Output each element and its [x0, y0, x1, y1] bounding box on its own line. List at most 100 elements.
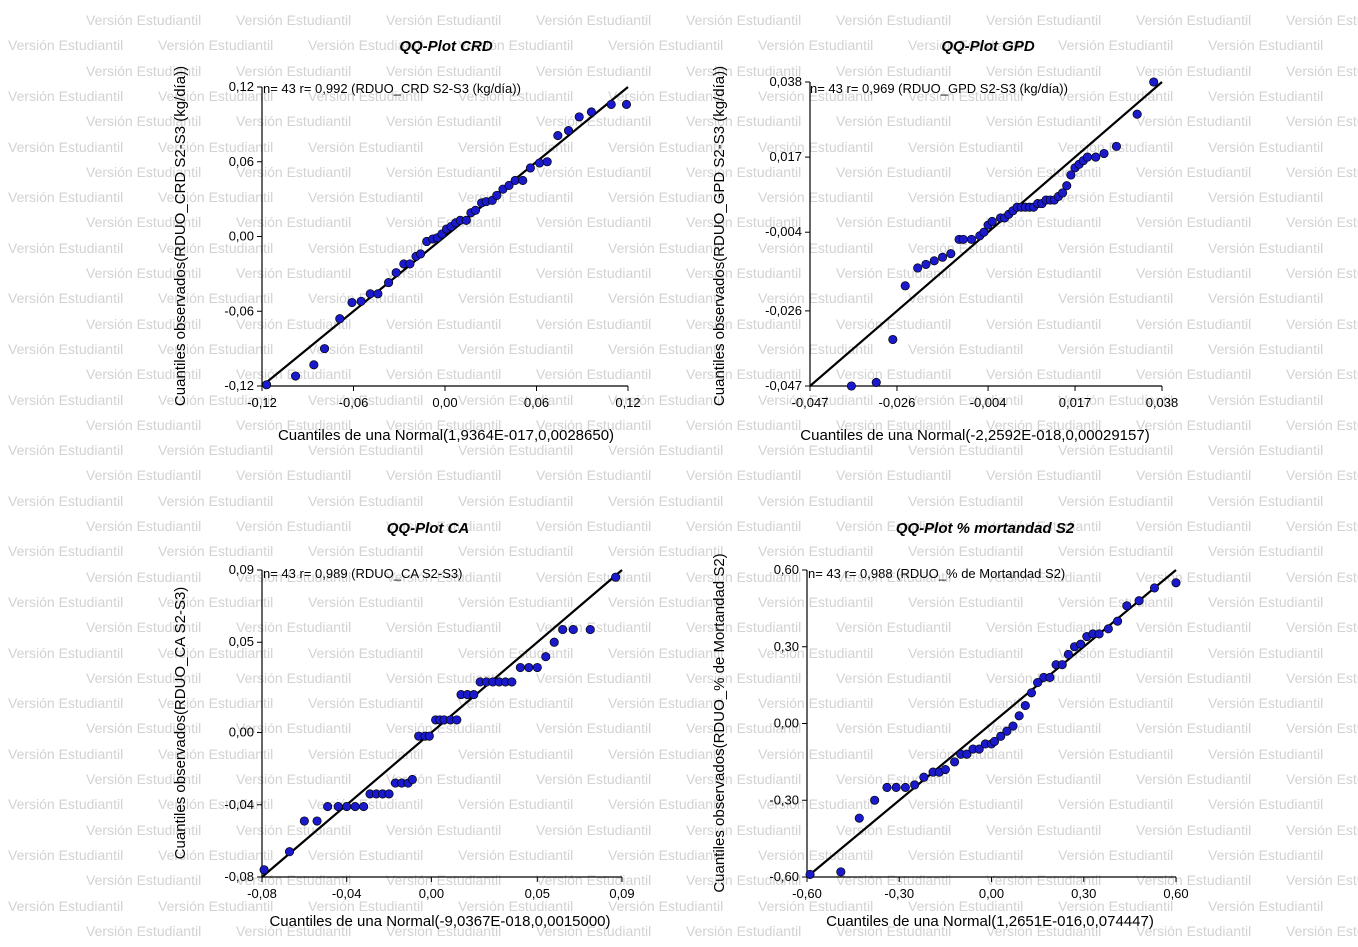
data-point — [504, 180, 514, 190]
data-point — [359, 802, 369, 812]
y-tick-label: 0,00 — [229, 725, 254, 740]
data-point — [966, 234, 977, 244]
chart-annotation: n= 43 r= 0,989 (RDUO_CA S2-S3) — [263, 566, 462, 581]
data-point — [940, 764, 950, 775]
data-point — [979, 227, 989, 237]
data-point — [621, 99, 632, 109]
data-point — [563, 126, 574, 136]
y-tick-label: -0,08 — [224, 869, 254, 884]
data-point — [1103, 624, 1113, 634]
y-tick-label: -0,30 — [769, 792, 799, 807]
data-point — [900, 281, 910, 291]
x-axis-label: Cuantiles de una Normal(-2,2592E-018,0,0… — [800, 427, 1149, 444]
data-point — [525, 163, 535, 173]
y-tick-label: 0,60 — [774, 562, 799, 577]
data-point — [299, 816, 309, 826]
x-tick-label: 0,60 — [1163, 886, 1188, 901]
data-point — [929, 256, 939, 266]
data-point — [1045, 672, 1055, 682]
plot-area: -0,12 -0,06 0,00 0,06 0,12 -0,12 -0,06 0,00 0,06… — [224, 79, 640, 410]
reference-line — [806, 569, 1177, 878]
plot-area: -0,047 -0,026 -0,004 0,017 0,038 -0,047 -0,026… — [765, 74, 1178, 410]
data-point — [962, 749, 972, 759]
data-point — [333, 802, 343, 812]
data-point — [870, 795, 880, 805]
x-tick-label: -0,30 — [884, 886, 914, 901]
data-point — [549, 637, 559, 647]
data-point — [452, 715, 462, 725]
y-tick-label: 0,09 — [229, 562, 254, 577]
y-tick-label: -0,047 — [765, 378, 802, 393]
x-tick-label: -0,60 — [792, 886, 822, 901]
qq-plot-ca: QQ-Plot CA n= 43 r= 0,989 (RDUO_CA S2-S3… — [172, 520, 635, 930]
data-point — [323, 802, 333, 812]
y-tick-label: 0,00 — [774, 716, 799, 731]
qq-plot-gpd: QQ-Plot GPD n= 43 r= 0,969 (RDUO_GPD S2-… — [711, 38, 1178, 444]
chart-title: QQ-Plot GPD — [941, 38, 1035, 55]
x-tick-label: -0,047 — [792, 395, 829, 410]
y-axis-label: Cuantiles observados(RDUO_% de Mortandad… — [711, 553, 728, 892]
data-point — [365, 289, 375, 299]
y-tick-label: -0,12 — [224, 378, 254, 393]
data-point — [532, 662, 542, 673]
data-point — [391, 268, 401, 278]
data-point — [611, 572, 621, 582]
data-point — [309, 360, 319, 370]
chart-annotation: n= 43 r= 0,969 (RDUO_GPD S2-S3 (kg/día)) — [810, 81, 1068, 96]
x-tick-label: -0,04 — [332, 886, 362, 901]
data-point — [900, 782, 910, 793]
x-tick-label: -0,06 — [339, 395, 369, 410]
x-tick-label: -0,12 — [247, 395, 277, 410]
chart-title: QQ-Plot CRD — [399, 38, 492, 55]
data-point — [1033, 678, 1043, 688]
data-point — [888, 334, 898, 345]
qq-plot-crd: QQ-Plot CRD n= 43 r= 0,992 (RDUO_CRD S2-… — [172, 38, 641, 444]
data-point — [515, 662, 525, 673]
data-point — [1099, 148, 1109, 159]
data-point — [1063, 649, 1073, 659]
data-point — [950, 757, 960, 767]
data-point — [384, 278, 394, 288]
data-point — [1014, 711, 1024, 721]
data-point — [805, 869, 815, 879]
x-axis-label: Cuantiles de una Normal(1,9364E-017,0,00… — [278, 427, 614, 444]
data-point — [384, 789, 394, 799]
data-point — [290, 371, 301, 381]
plot-area: -0,60 -0,30 0,00 0,30 0,60 -0,60 -0,30 0,00 0,30… — [769, 562, 1188, 901]
data-point — [1062, 181, 1072, 191]
data-point — [416, 249, 426, 259]
data-point — [534, 158, 545, 168]
data-point — [1058, 188, 1068, 198]
x-axis-label: Cuantiles de una Normal(-9,0367E-018,0,0… — [269, 913, 610, 930]
data-point — [996, 731, 1006, 741]
data-point — [1057, 660, 1067, 670]
x-tick-label: 0,017 — [1059, 395, 1092, 410]
data-point — [342, 802, 352, 812]
x-tick-label: -0,004 — [970, 395, 1007, 410]
y-tick-label: 0,017 — [769, 149, 802, 164]
y-tick-label: 0,038 — [769, 74, 802, 89]
data-point — [1008, 721, 1018, 731]
data-point — [335, 314, 345, 324]
data-point — [974, 744, 984, 754]
data-point — [1134, 596, 1144, 606]
data-point — [585, 625, 595, 635]
y-tick-label: -0,04 — [224, 797, 254, 812]
y-tick-label: 0,00 — [229, 229, 254, 244]
data-point — [586, 107, 596, 117]
chart-annotation: n= 43 r= 0,992 (RDUO_CRD S2-S3 (kg/día)) — [263, 81, 521, 96]
data-point — [507, 677, 517, 687]
x-tick-label: 0,00 — [419, 886, 444, 901]
data-point — [262, 380, 272, 390]
data-point — [1149, 583, 1160, 593]
data-point — [846, 381, 856, 391]
data-point — [1122, 601, 1132, 611]
data-point — [1002, 726, 1012, 736]
data-point — [542, 157, 552, 167]
data-point — [424, 731, 434, 741]
data-point — [606, 99, 616, 109]
data-point — [407, 774, 417, 785]
data-point — [919, 772, 929, 782]
data-point — [492, 190, 502, 200]
data-point — [882, 782, 892, 793]
